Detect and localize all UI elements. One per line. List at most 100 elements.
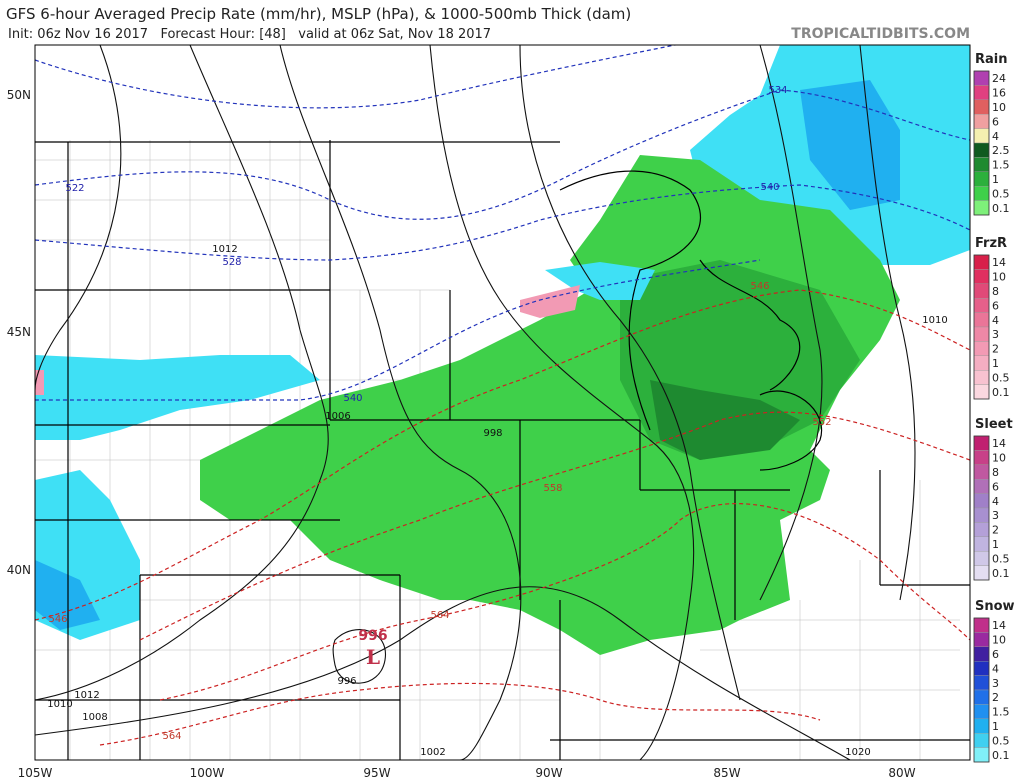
legend-label: 4 bbox=[992, 495, 999, 508]
legend-title: Sleet bbox=[975, 417, 1013, 432]
legend-label: 3 bbox=[992, 509, 999, 522]
subtitle: Init: 06z Nov 16 2017 Forecast Hour: [48… bbox=[8, 27, 491, 42]
lon-label: 80W bbox=[888, 766, 915, 780]
legend-swatch bbox=[973, 507, 990, 523]
isobar-label: 1008 bbox=[82, 712, 107, 723]
legend-swatch bbox=[973, 450, 990, 465]
legend-label: 24 bbox=[992, 72, 1006, 85]
lon-label: 95W bbox=[363, 766, 390, 780]
legend-swatch bbox=[973, 733, 990, 748]
legend-swatch bbox=[973, 689, 990, 705]
legend-swatch bbox=[973, 283, 990, 299]
thickness-label: 522 bbox=[65, 183, 84, 194]
freezing-rain-west bbox=[35, 370, 44, 395]
legend-label: 6 bbox=[992, 480, 999, 493]
legend-label: 1.5 bbox=[992, 159, 1010, 172]
legend-title: Snow bbox=[975, 599, 1015, 614]
legend-label: 0.1 bbox=[992, 567, 1010, 580]
legend-label: 10 bbox=[992, 101, 1006, 114]
legend-label: 0.5 bbox=[992, 187, 1010, 200]
legend-label: 1 bbox=[992, 173, 999, 186]
legend-swatch bbox=[973, 171, 990, 187]
thickness-label: 564 bbox=[430, 610, 449, 621]
isobar-label: 1010 bbox=[922, 315, 947, 326]
lat-label: 40N bbox=[7, 563, 31, 577]
legend-swatch bbox=[973, 341, 990, 356]
legend-label: 4 bbox=[992, 130, 999, 143]
legend-swatch bbox=[973, 157, 990, 172]
legend-swatch bbox=[973, 747, 990, 763]
isobar-label: 1010 bbox=[47, 699, 72, 710]
thickness-label: 564 bbox=[162, 731, 181, 742]
lat-label: 50N bbox=[7, 88, 31, 102]
lat-label: 45N bbox=[7, 325, 31, 339]
legend-swatch bbox=[973, 493, 990, 509]
legend-swatch bbox=[973, 312, 990, 328]
legend-swatch bbox=[973, 185, 990, 201]
thickness-label: 558 bbox=[543, 483, 562, 494]
legend-swatch bbox=[973, 298, 990, 313]
legend-swatch bbox=[973, 661, 990, 676]
legend-swatch bbox=[973, 718, 990, 734]
legend-label: 2 bbox=[992, 343, 999, 356]
legend-label: 14 bbox=[992, 256, 1006, 269]
legend-label: 1.5 bbox=[992, 706, 1010, 719]
legend-swatch bbox=[973, 646, 990, 662]
legend-label: 0.1 bbox=[992, 202, 1010, 215]
legend-label: 8 bbox=[992, 285, 999, 298]
legend-swatch bbox=[973, 99, 990, 115]
isobar-label: 1002 bbox=[420, 747, 445, 758]
legend-title: FrzR bbox=[975, 236, 1007, 251]
legend-label: 14 bbox=[992, 437, 1006, 450]
isobars bbox=[35, 45, 916, 760]
legend-swatch bbox=[973, 113, 990, 129]
snow-band-west bbox=[35, 355, 320, 440]
legend-label: 1 bbox=[992, 357, 999, 370]
legend-swatch bbox=[973, 200, 990, 216]
legend-label: 3 bbox=[992, 328, 999, 341]
legend-swatch bbox=[973, 384, 990, 400]
lon-label: 85W bbox=[713, 766, 740, 780]
legend-label: 4 bbox=[992, 662, 999, 675]
legend-swatch bbox=[973, 551, 990, 566]
legend-label: 0.5 bbox=[992, 552, 1010, 565]
legend-label: 0.1 bbox=[992, 386, 1010, 399]
thickness-label: 546 bbox=[48, 614, 67, 625]
legend-label: 3 bbox=[992, 677, 999, 690]
legend-label: 0.1 bbox=[992, 749, 1010, 762]
legend-swatch bbox=[973, 464, 990, 480]
legend-label: 14 bbox=[992, 619, 1006, 632]
isobar-label: 1006 bbox=[325, 411, 350, 422]
legend-swatch bbox=[973, 370, 990, 385]
map-frame: 1012 1006 998 996 1012 1010 1008 1002 10… bbox=[34, 44, 971, 761]
legend-label: 10 bbox=[992, 271, 1006, 284]
legend-swatch bbox=[973, 675, 990, 691]
legend-swatch bbox=[973, 522, 990, 538]
legend-swatch bbox=[973, 70, 990, 86]
legend-swatch bbox=[973, 704, 990, 720]
legend-swatch bbox=[973, 435, 990, 451]
isobar-label: 998 bbox=[483, 428, 502, 439]
legend-bar-outline bbox=[973, 435, 990, 581]
rain-heavy bbox=[650, 380, 800, 460]
legend-swatch bbox=[973, 355, 990, 371]
legend-label: 6 bbox=[992, 299, 999, 312]
thickness-lines bbox=[35, 45, 970, 746]
isobar-label: 1020 bbox=[845, 747, 870, 758]
legend-swatch bbox=[973, 565, 990, 581]
legend-label: 0.5 bbox=[992, 371, 1010, 384]
legend-swatch bbox=[973, 326, 990, 342]
legend-swatch bbox=[973, 479, 990, 494]
legend-label: 0.5 bbox=[992, 734, 1010, 747]
legend-swatch bbox=[973, 536, 990, 552]
legend-swatch bbox=[973, 85, 990, 101]
borders bbox=[35, 140, 970, 760]
legend-label: 2 bbox=[992, 691, 999, 704]
legend-swatch bbox=[973, 617, 990, 633]
thickness-label: 540 bbox=[343, 393, 362, 404]
thickness-label: 552 bbox=[812, 417, 831, 428]
isobar-label: 1012 bbox=[212, 244, 237, 255]
legend-bar-outline bbox=[973, 70, 990, 216]
